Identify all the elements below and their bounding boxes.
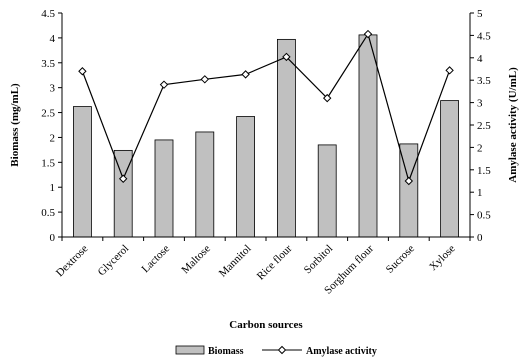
y-left-tick-label: 0.5 [41,207,55,219]
y-right-tick-label: 4 [477,53,483,65]
y-right-tick-label: 0 [477,232,483,244]
x-tick-label: Rice flour [255,242,295,282]
x-tick-label: Maltose [179,243,213,277]
bar-5 [236,116,256,238]
y-left-tick-label: 1.5 [41,157,55,169]
x-tick-label: Glycerol [96,243,132,279]
legend-label-amylase: Amylase activity [306,346,377,357]
y-right-tick-label: 2 [477,142,483,154]
x-tick-label: Sorbitol [302,243,336,277]
bar-10 [440,100,460,238]
y-right-tick-label: 3 [477,98,483,110]
y-right-tick-label: 3.5 [477,75,491,87]
amylase-point-7 [322,93,332,103]
legend: Biomass Amylase activity [175,345,377,357]
x-tick-label: Lactose [139,243,172,276]
x-axis-title: Carbon sources [229,319,303,331]
y-left-tick-label: 3.5 [41,58,55,70]
amylase-point-1 [78,67,87,76]
y-axis-right-title: Amylase activity (U/mL) [507,67,519,183]
y-left-tick-label: 2.5 [41,108,55,120]
amylase-point-9 [404,176,414,186]
amylase-point-3 [159,80,169,89]
tick-labels: 0 0.5 1 1.5 2 2.5 3 3.5 4 4.5 0 0.5 1 1.5 2 2.5 3 3.5 4 4.5… [41,8,491,297]
legend-swatch-biomass [175,345,205,355]
biomass-bars [73,34,460,238]
y-axis-left-title: Biomass (mg/mL) [9,83,21,167]
x-tick-label: Mannitol [217,243,254,280]
legend-marker-amylase [277,345,287,355]
y-left-tick-label: 1 [50,182,56,194]
y-right-tick-label: 4.5 [477,30,491,42]
y-right-tick-label: 0.5 [477,210,491,222]
amylase-line-path [81,32,451,183]
bar-3 [154,139,174,238]
y-right-tick-label: 1.5 [477,165,491,177]
y-right-tick-label: 5 [477,8,483,20]
amylase-point-8 [363,29,373,39]
legend-label-biomass: Biomass [208,346,244,357]
y-left-tick-label: 4 [50,33,56,45]
bar-4 [195,131,215,238]
y-left-tick-label: 4.5 [41,8,55,20]
amylase-point-2 [118,174,128,183]
x-tick-label: Xylose [427,243,458,274]
y-right-tick-label: 1 [477,187,483,199]
y-left-tick-label: 0 [50,232,56,244]
bar-8 [358,34,378,238]
amylase-point-5 [241,70,250,79]
bar-1 [73,106,92,238]
x-tick-label: Dextrose [54,243,91,280]
bar-6 [276,38,296,238]
axes [58,12,474,241]
amylase-point-6 [282,52,291,62]
bar-7 [317,144,337,238]
y-left-tick-label: 3 [50,83,56,95]
y-right-tick-label: 2.5 [477,120,491,132]
amylase-point-4 [200,75,210,84]
x-tick-label: Sucrose [384,243,417,276]
amylase-point-10 [445,66,454,75]
y-left-tick-label: 2 [50,132,56,144]
amylase-activity-line [78,29,454,186]
